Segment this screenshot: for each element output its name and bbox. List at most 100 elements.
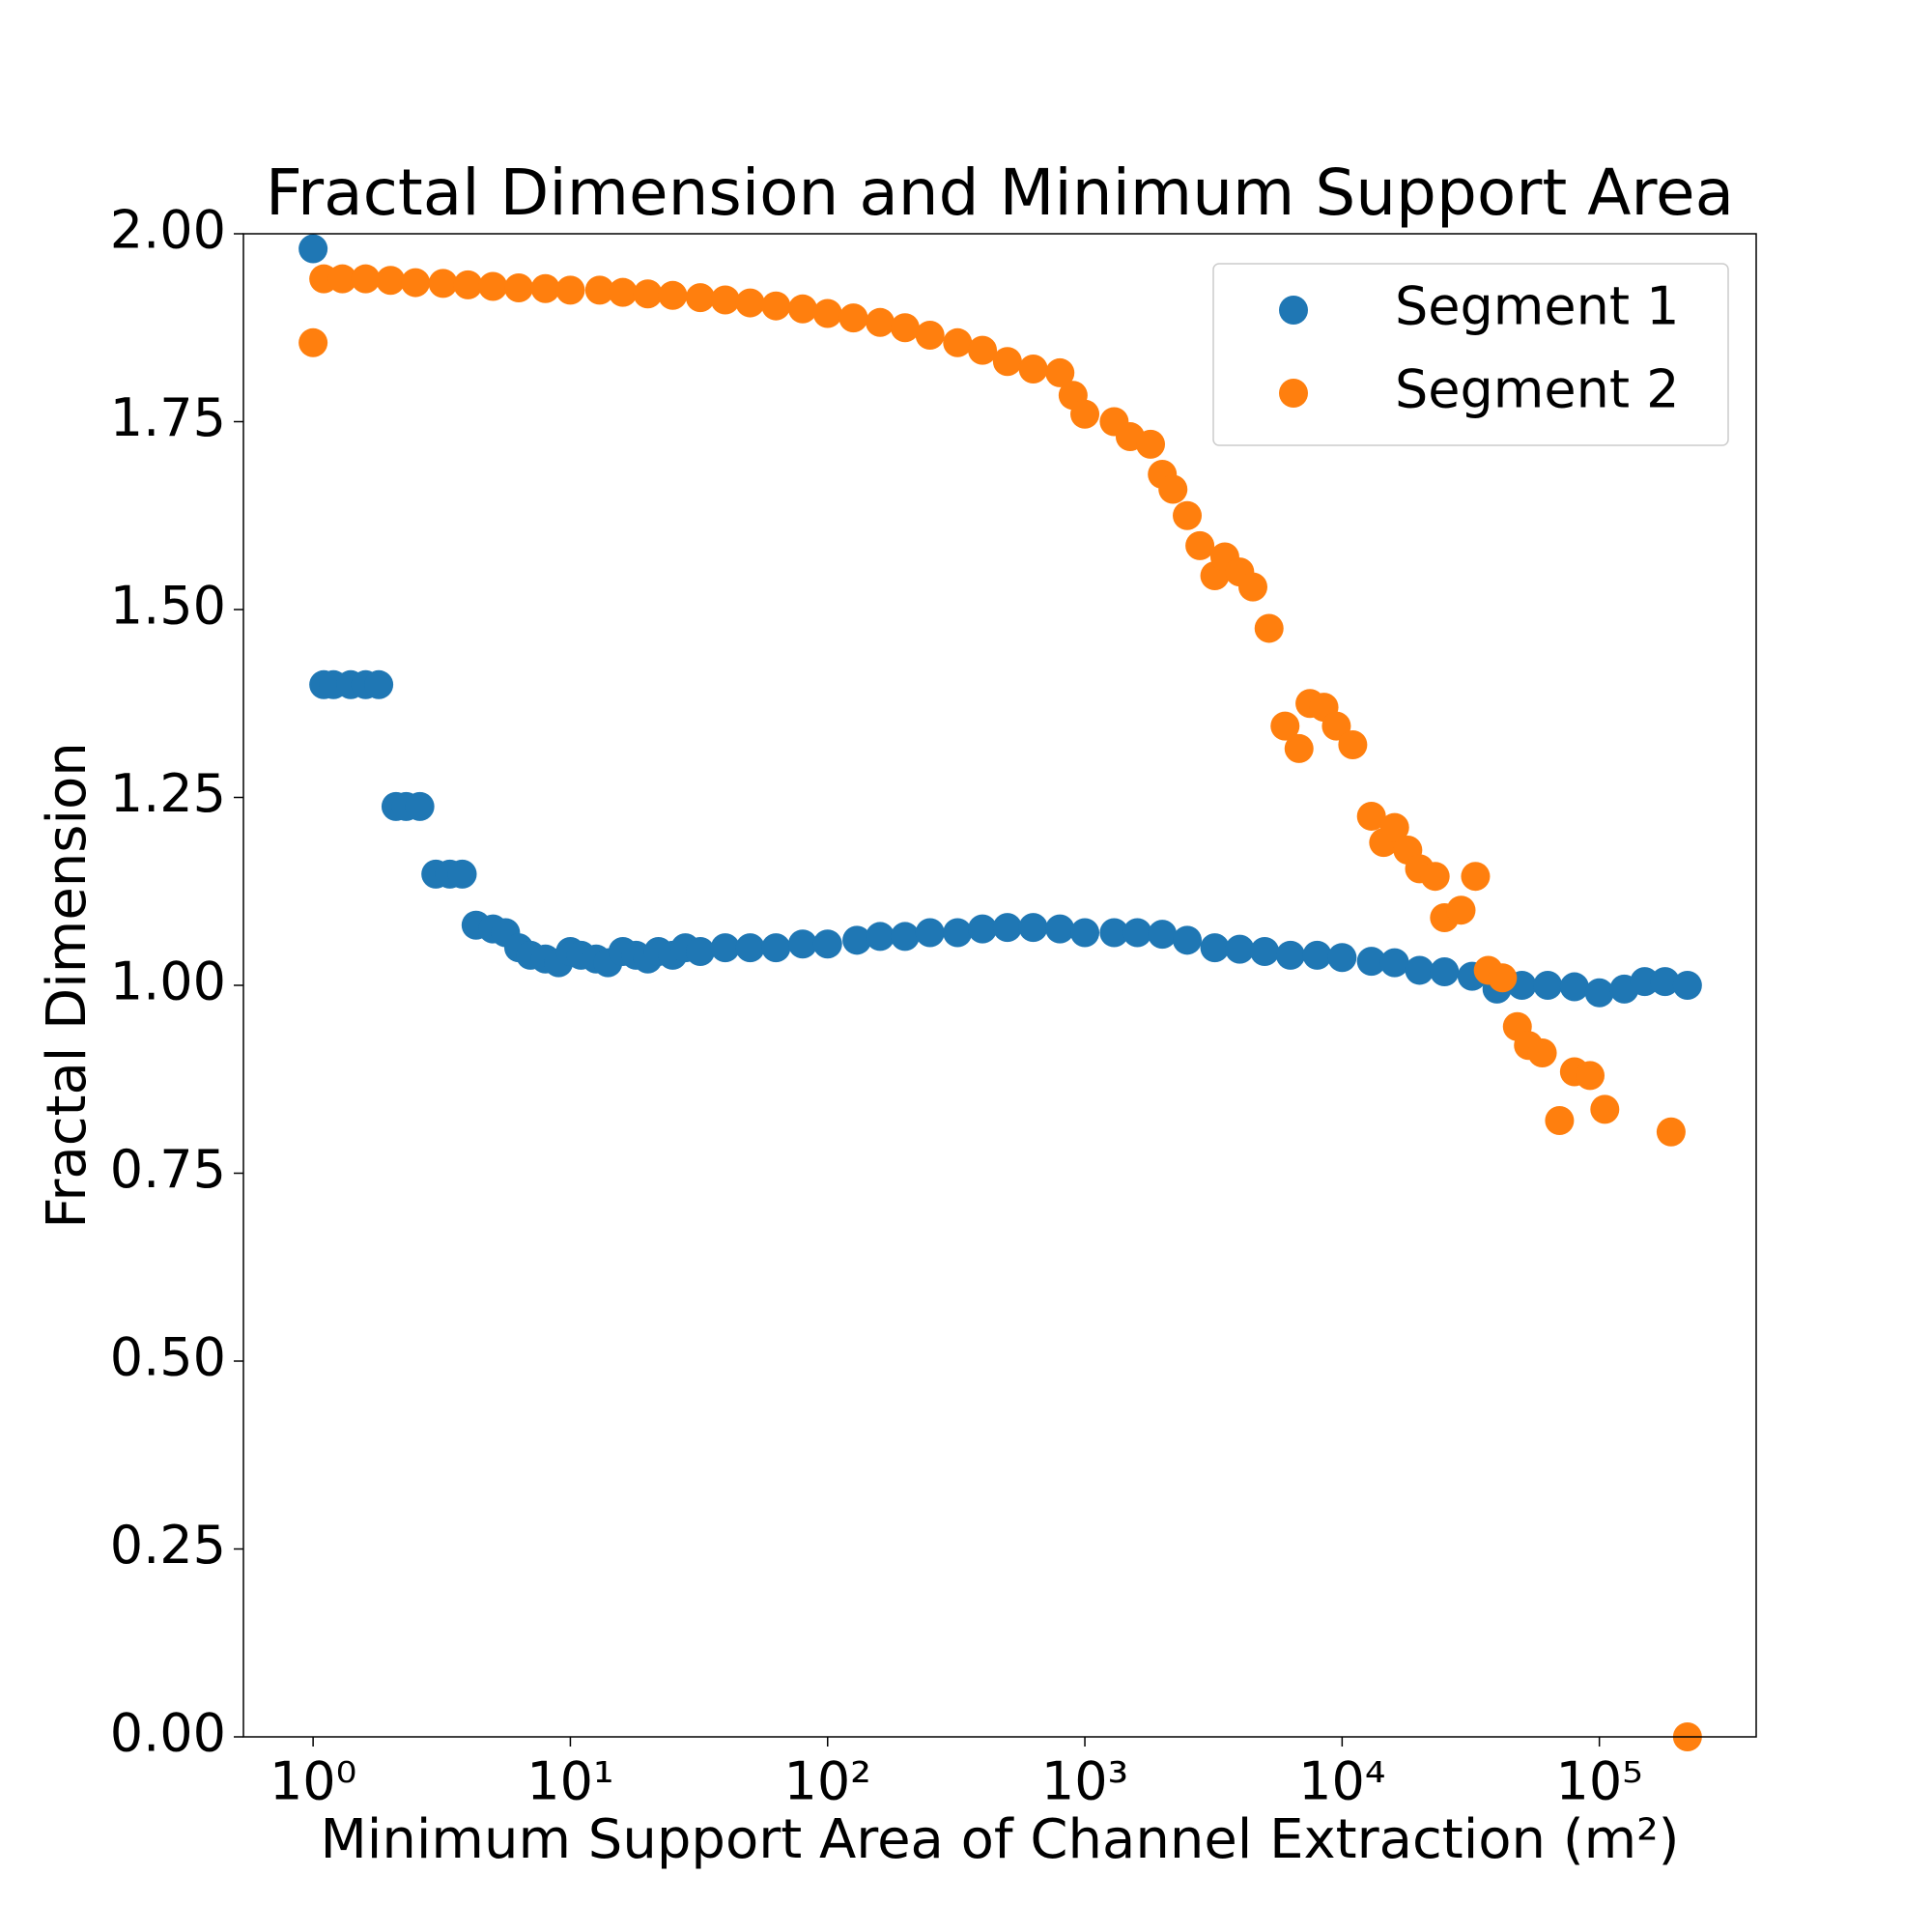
point: [1338, 730, 1368, 760]
point: [1185, 530, 1215, 560]
point: [710, 285, 740, 315]
point: [943, 327, 973, 357]
point: [584, 275, 614, 305]
point: [735, 288, 765, 318]
point: [761, 933, 791, 963]
point: [812, 298, 842, 328]
point: [1559, 972, 1589, 1002]
point: [1148, 920, 1178, 950]
point: [992, 347, 1022, 377]
point: [447, 859, 477, 889]
plot-frame: [242, 233, 1757, 1738]
y-tick-label: 1.25: [110, 763, 226, 824]
point: [555, 275, 585, 305]
point: [1045, 914, 1075, 944]
point: [478, 271, 508, 301]
point: [1270, 711, 1300, 741]
point: [968, 914, 998, 944]
point: [1238, 572, 1268, 602]
point: [968, 335, 998, 365]
point: [1045, 357, 1075, 387]
y-axis-label: Fractal Dimension: [36, 742, 99, 1229]
point: [866, 922, 895, 952]
point: [1584, 978, 1614, 1008]
point: [633, 279, 663, 309]
x-axis-label: Minimum Support Area of Channel Extracti…: [320, 1808, 1679, 1871]
y-tick-label: 1.50: [110, 576, 226, 637]
point: [1356, 801, 1386, 831]
point: [1070, 399, 1100, 429]
point: [1590, 1094, 1620, 1124]
point: [530, 273, 560, 303]
point: [428, 269, 458, 298]
point: [1122, 918, 1152, 948]
point: [915, 321, 945, 351]
point: [915, 918, 945, 948]
point: [1070, 918, 1100, 948]
point: [1275, 940, 1305, 970]
x-tick-label: 10⁵: [1555, 1751, 1642, 1812]
point: [1405, 955, 1435, 985]
chart-title: Fractal Dimension and Minimum Support Ar…: [266, 156, 1734, 230]
x-tick-label: 10²: [784, 1751, 871, 1812]
point: [1461, 862, 1491, 892]
point: [1136, 429, 1166, 459]
y-tick-label: 1.00: [110, 952, 226, 1012]
x-tick-label: 10¹: [526, 1751, 613, 1812]
point: [842, 925, 872, 955]
point: [1250, 936, 1280, 966]
point: [1488, 963, 1518, 993]
point: [761, 291, 791, 321]
point: [685, 283, 715, 313]
point: [1018, 355, 1048, 384]
x-tick-label: 10³: [1041, 1751, 1128, 1812]
point: [1284, 733, 1314, 763]
point: [298, 327, 328, 357]
point: [503, 273, 533, 303]
x-tick-label: 10⁴: [1298, 1751, 1385, 1812]
legend-marker: [1279, 379, 1308, 408]
point: [1158, 474, 1188, 504]
point: [351, 264, 381, 294]
y-tick-label: 0.50: [110, 1327, 226, 1388]
point: [1630, 967, 1660, 997]
point: [866, 307, 895, 337]
point: [1576, 1061, 1605, 1091]
point: [401, 268, 431, 298]
point: [1225, 934, 1255, 964]
point: [1099, 918, 1129, 948]
point: [685, 936, 715, 966]
point: [1650, 967, 1680, 997]
point: [890, 922, 920, 952]
point: [658, 280, 688, 310]
point: [1379, 812, 1409, 842]
point: [1672, 971, 1702, 1000]
point: [710, 933, 740, 963]
point: [364, 669, 394, 699]
point: [1527, 1038, 1557, 1068]
point: [1327, 943, 1357, 973]
point: [838, 303, 868, 333]
point: [376, 266, 406, 296]
point: [405, 791, 435, 821]
point: [1321, 711, 1351, 741]
point: [943, 918, 973, 948]
point: [1018, 913, 1048, 943]
point: [1173, 500, 1203, 530]
legend-box: [1212, 263, 1729, 446]
point: [1302, 940, 1332, 970]
point: [1254, 613, 1284, 643]
point: [1200, 933, 1230, 963]
point: [1533, 971, 1563, 1000]
point: [1356, 947, 1386, 977]
point: [453, 270, 483, 299]
point: [787, 294, 817, 324]
point: [1446, 895, 1476, 925]
point: [890, 313, 920, 343]
legend-label: Segment 2: [1395, 359, 1680, 420]
point: [1420, 862, 1450, 892]
y-tick-label: 0.75: [110, 1139, 226, 1200]
point: [735, 933, 765, 963]
legend-marker: [1279, 296, 1308, 325]
